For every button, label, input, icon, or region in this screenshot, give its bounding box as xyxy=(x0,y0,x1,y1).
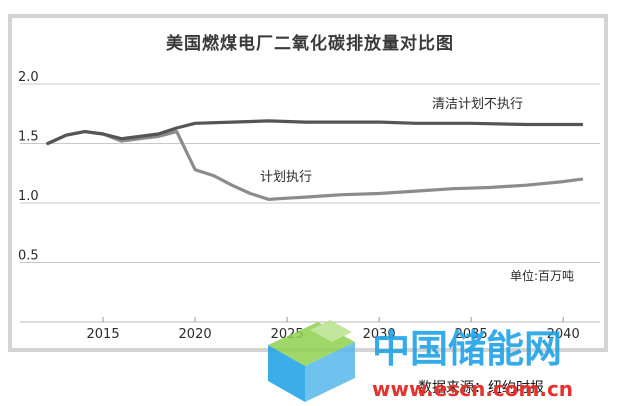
y-tick-label: 1.0 xyxy=(18,189,39,204)
x-tick-label: 2030 xyxy=(363,327,396,342)
watermark-url: www.escn.com.cn xyxy=(372,377,573,401)
x-tick-label: 2015 xyxy=(87,327,120,342)
series-line-no-plan xyxy=(46,119,584,146)
chart-title: 美国燃煤电厂二氧化碳排放量对比图 xyxy=(166,33,454,54)
source-note: 数据来源：纽约时报 xyxy=(418,380,544,396)
watermark-text: 中国储能网 xyxy=(372,327,562,371)
chart-frame xyxy=(8,14,608,352)
y-tick-label: 2.0 xyxy=(18,70,39,85)
watermark-logo-icon xyxy=(268,320,355,402)
x-tick-label: 2020 xyxy=(179,327,212,342)
series-label-no-plan: 清洁计划不执行 xyxy=(432,97,523,112)
y-tick-label: 0.5 xyxy=(18,249,39,264)
unit-label: 单位:百万吨 xyxy=(510,268,574,283)
series-layer xyxy=(46,119,584,201)
y-tick-label: 1.5 xyxy=(18,130,39,145)
grid xyxy=(20,83,600,263)
x-tick-label: 2040 xyxy=(547,327,580,342)
series-line-plan xyxy=(46,130,584,201)
series-label-plan: 计划执行 xyxy=(260,170,312,185)
x-tick-label: 2035 xyxy=(455,327,488,342)
